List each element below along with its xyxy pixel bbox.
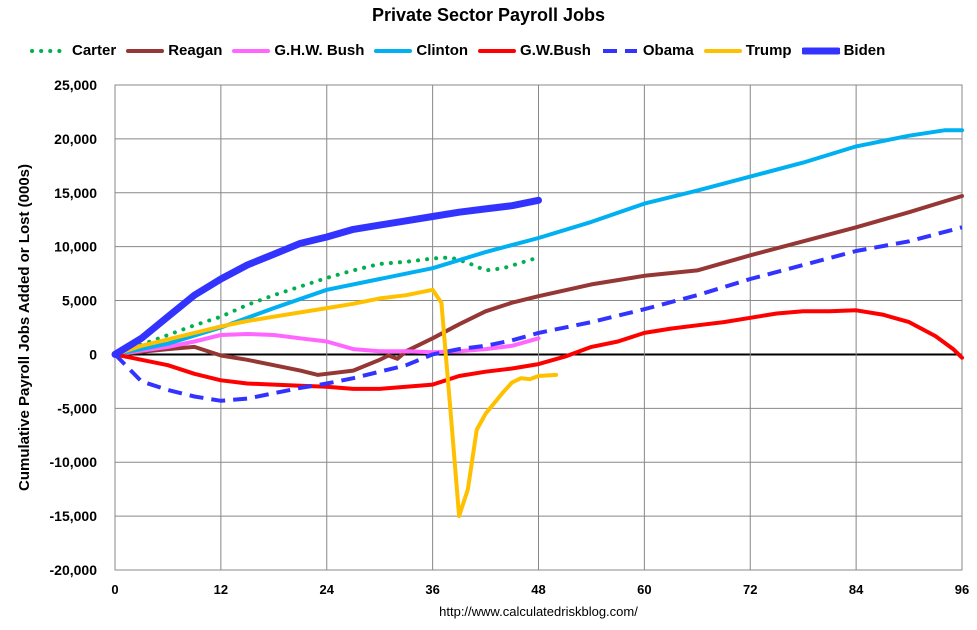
legend-swatch-icon	[602, 48, 637, 53]
x-tick-label: 12	[214, 582, 228, 597]
series-line-clinton	[113, 128, 964, 357]
x-tick-label: 72	[743, 582, 757, 597]
y-tick-label: 15,000	[54, 185, 97, 201]
x-tick-label: 0	[111, 582, 118, 597]
y-tick-label: -20,000	[50, 562, 98, 578]
legend-label: Obama	[642, 42, 694, 59]
x-tick-label: 36	[425, 582, 439, 597]
x-tick-label: 24	[320, 582, 335, 597]
legend-item: Biden	[801, 42, 886, 59]
legend-swatch-icon	[30, 48, 68, 53]
y-tick-label: -10,000	[50, 454, 98, 470]
legend-item: Trump	[703, 42, 792, 59]
x-tick-label: 84	[849, 582, 864, 597]
legend-label: Biden	[843, 42, 886, 59]
legend-swatch-icon	[126, 48, 165, 53]
y-tick-label: 0	[89, 346, 97, 362]
legend-item: Carter	[30, 42, 116, 59]
x-tick-label: 60	[637, 582, 651, 597]
series-line-ghwbush	[113, 332, 541, 357]
legend-swatch-icon	[232, 48, 271, 53]
legend-swatch-icon	[478, 48, 517, 53]
series-line-trump	[113, 287, 559, 519]
legend-swatch-icon	[374, 48, 413, 53]
y-tick-label: 20,000	[54, 131, 97, 147]
legend-label: Reagan	[168, 42, 223, 59]
series-line-obama	[113, 225, 963, 403]
legend-item: Obama	[601, 42, 694, 59]
y-axis-label: Cumulative Payroll Jobs Added or Lost (0…	[16, 164, 33, 491]
legend: Carter Reagan G.H.W. Bush Clinton G.W.Bush Ob…	[30, 42, 885, 59]
legend-item: G.W.Bush	[478, 42, 591, 59]
legend-item: G.H.W. Bush	[232, 42, 364, 59]
y-tick-label: 10,000	[54, 239, 97, 255]
y-tick-label: 25,000	[54, 77, 97, 93]
y-tick-label: -15,000	[50, 508, 98, 524]
legend-label: Trump	[745, 42, 792, 59]
legend-item: Reagan	[126, 42, 222, 59]
legend-label: G.H.W. Bush	[274, 42, 365, 59]
y-tick-label: -5,000	[57, 400, 97, 416]
legend-label: Carter	[72, 42, 117, 59]
legend-label: Clinton	[416, 42, 469, 59]
x-tick-label: 96	[955, 582, 969, 597]
legend-swatch-icon	[703, 48, 742, 53]
legend-item: Clinton	[374, 42, 468, 59]
legend-swatch-icon	[801, 47, 840, 54]
y-tick-label: 5,000	[62, 293, 97, 309]
x-tick-label: 48	[531, 582, 545, 597]
legend-label: G.W.Bush	[520, 42, 591, 59]
chart-title: Private Sector Payroll Jobs	[371, 5, 606, 25]
source-url: http://www.calculatedriskblog.com/	[439, 604, 638, 619]
series-line-biden	[111, 196, 542, 358]
series-line-gwbush	[113, 308, 964, 391]
